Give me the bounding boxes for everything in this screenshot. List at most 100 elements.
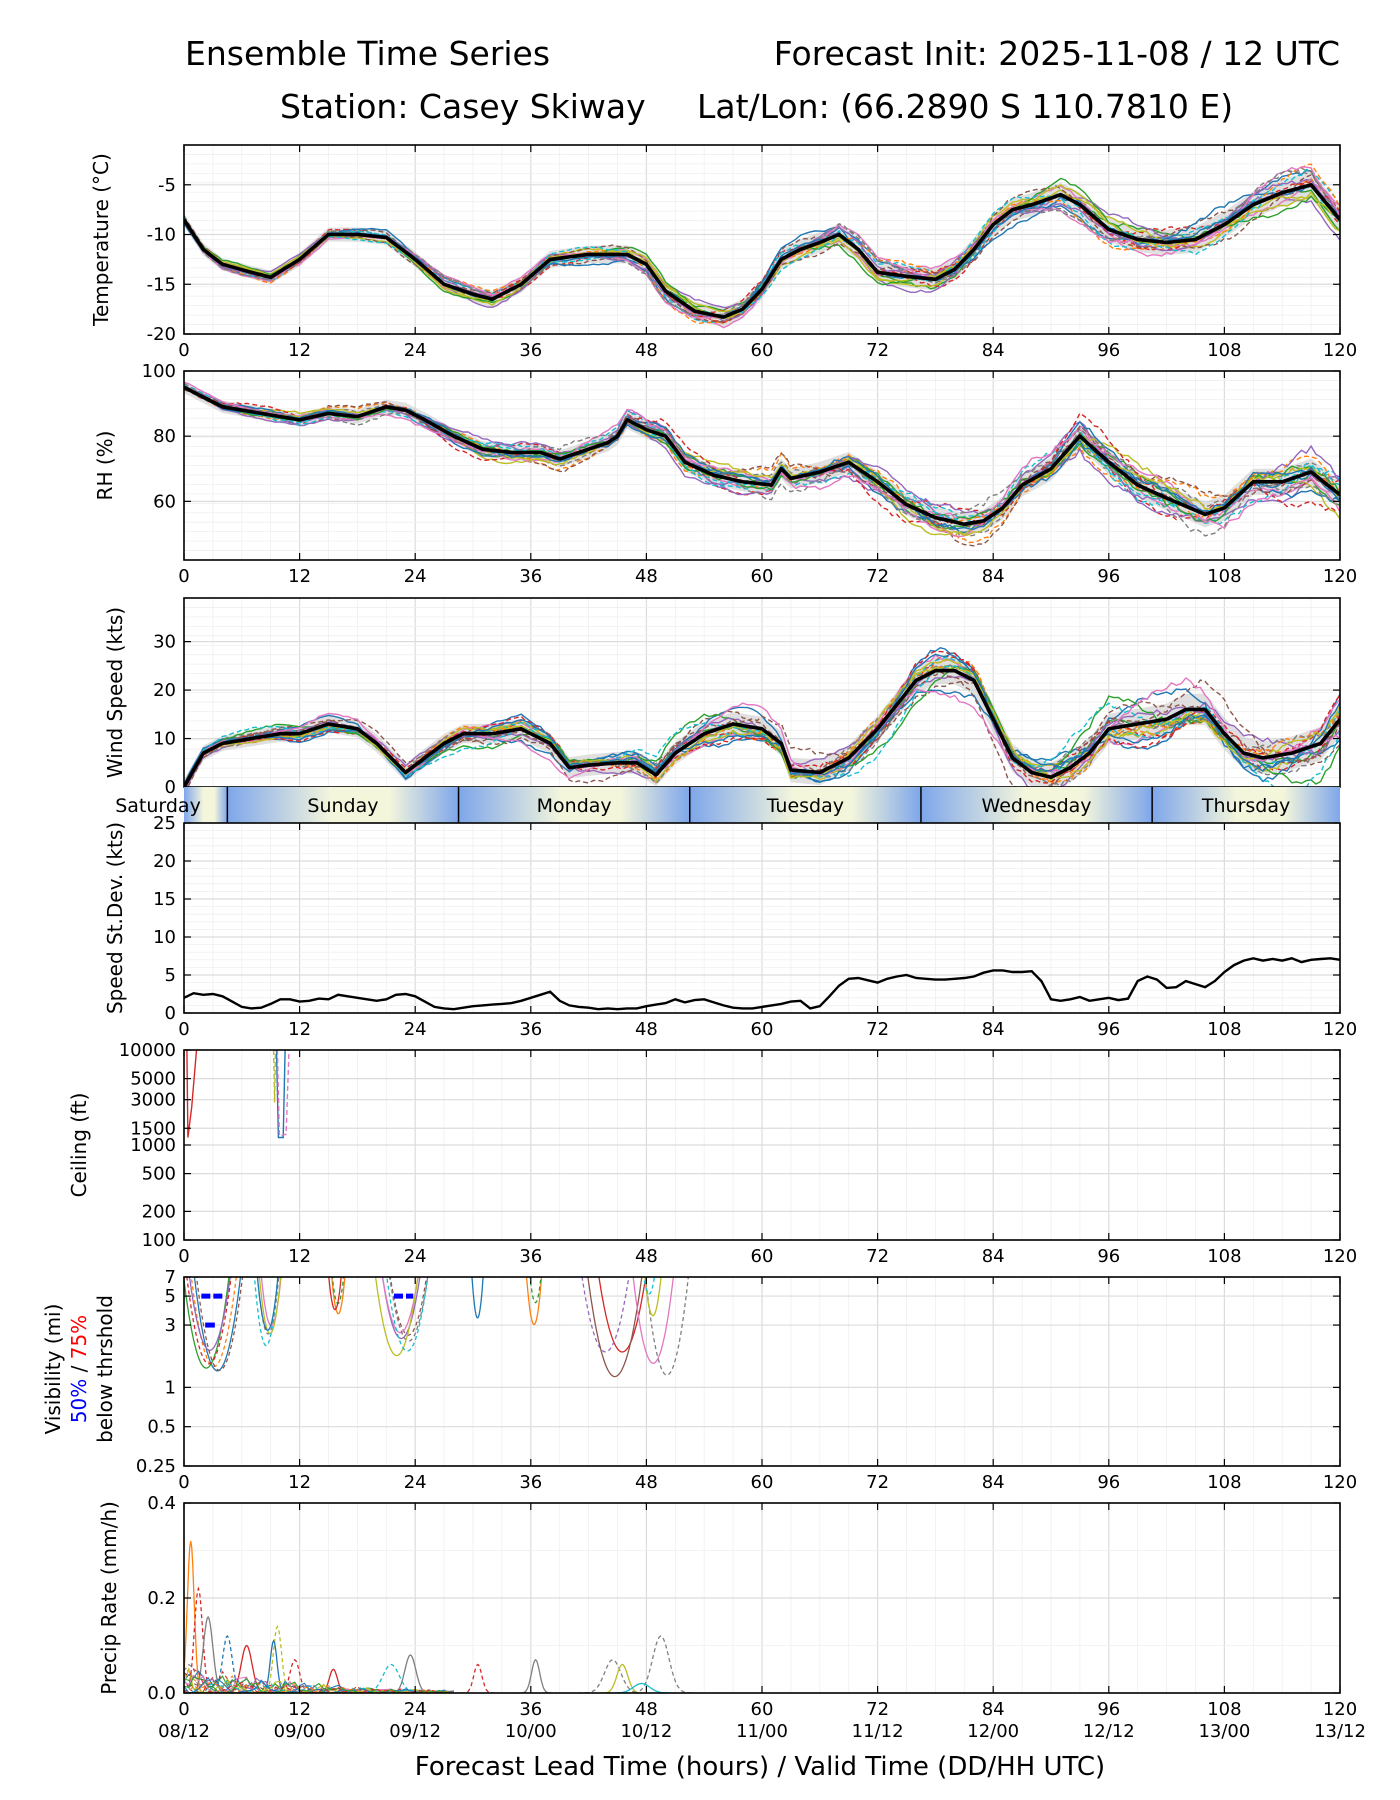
visibility-xtick-label: 24 (404, 1472, 427, 1493)
visibility-xtick-label: 96 (1097, 1472, 1120, 1493)
precip-member-line (460, 1663, 495, 1693)
day-label: Wednesday (982, 795, 1092, 817)
precip-valid-time-label: 13/00 (1198, 1721, 1250, 1742)
precip-xtick-label: 120 (1323, 1699, 1357, 1720)
stdev-xtick-label: 24 (404, 1019, 427, 1040)
precip-member-line (184, 1676, 454, 1693)
rh-xtick-label: 96 (1097, 566, 1120, 587)
day-segment (184, 787, 228, 823)
temperature-ytick-label: -15 (147, 274, 176, 295)
rh-xtick-label: 120 (1323, 566, 1357, 587)
wind-mean-line (184, 668, 1340, 787)
stdev-xtick-label: 108 (1207, 1019, 1241, 1040)
rh-ylabel: RH (%) (93, 431, 117, 501)
stdev-ytick-label: 5 (165, 965, 176, 986)
visibility-member-line (381, 1277, 421, 1340)
stdev-xtick-label: 12 (288, 1019, 311, 1040)
visibility-ytick-label: 5 (165, 1286, 176, 1307)
stdev-xtick-label: 0 (178, 1019, 189, 1040)
day-segment (458, 787, 690, 823)
ceiling-member-line (186, 1050, 198, 1138)
rh-mean-line (184, 385, 1340, 526)
precip-valid-time-label: 09/00 (274, 1721, 326, 1742)
rh-ytick-label: 100 (142, 361, 176, 382)
stdev-xtick-label: 120 (1323, 1019, 1357, 1040)
ceiling-member-line (272, 1050, 277, 1103)
wind-spread-band (184, 657, 1340, 787)
ceiling-ytick-label: 3000 (130, 1090, 176, 1111)
rh-series (184, 381, 1340, 547)
temperature-xtick-label: 36 (519, 340, 542, 361)
temperature-series (184, 163, 1340, 329)
wind-member-line (184, 676, 1340, 787)
visibility-member-line (386, 1277, 429, 1352)
day-segment (227, 787, 459, 823)
ceiling-xtick-label: 12 (288, 1246, 311, 1267)
visibility-member-line (471, 1277, 484, 1319)
ceiling-ytick-label: 10000 (119, 1040, 176, 1061)
temperature-panel: -20 -15 -10 -5 0 12 24 36 48 60 72 84 96 108 120 Temper… (89, 144, 1357, 361)
precip-panel: 0.0 0.2 0.4 0 12 24 36 48 60 72 84 96 108 120 08/12 09/… (97, 1493, 1366, 1742)
day-segment (689, 787, 921, 823)
stdev-xtick-label: 72 (866, 1019, 889, 1040)
temperature-xtick-label: 24 (404, 340, 427, 361)
precip-xtick-label: 12 (288, 1699, 311, 1720)
precip-xtick-label: 96 (1097, 1699, 1120, 1720)
ceiling-member-line (275, 1050, 286, 1139)
visibility-label-threshold: below thrshold (93, 1295, 117, 1443)
visibility-ytick-label: 3 (165, 1315, 176, 1336)
stdev-xtick-label: 96 (1097, 1019, 1120, 1040)
wind-ytick-label: 30 (153, 632, 176, 653)
stdev-ytick-label: 20 (153, 851, 176, 872)
ceiling-ytick-label: 500 (142, 1164, 176, 1185)
precip-xtick-label: 72 (866, 1699, 889, 1720)
visibility-ytick-label: 1 (165, 1377, 176, 1398)
temperature-member-line (184, 167, 1340, 317)
ceiling-ytick-label: 5000 (130, 1069, 176, 1090)
visibility-label-50: 50% (67, 1379, 91, 1423)
ceiling-xtick-label: 24 (404, 1246, 427, 1267)
lat-lon: Lat/Lon: (66.2890 S 110.7810 E) (697, 87, 1233, 126)
rh-member-line (184, 381, 1340, 538)
precip-valid-time-label: 11/12 (852, 1721, 904, 1742)
day-label: Sunday (307, 795, 378, 817)
temperature-xtick-label: 72 (866, 340, 889, 361)
visibility-member-line (632, 1277, 675, 1364)
visibility-member-line (644, 1277, 689, 1376)
wind-member-line (184, 664, 1340, 786)
title-left: Ensemble Time Series (185, 34, 550, 73)
precip-xtick-label: 108 (1207, 1699, 1241, 1720)
rh-member-line (184, 387, 1340, 523)
ceiling-member-line (276, 1050, 290, 1137)
wind-panel: 0 10 20 30 Wind Speed (kts) (103, 597, 1341, 798)
visibility-member-line (598, 1277, 647, 1353)
stdev-xtick-label: 36 (519, 1019, 542, 1040)
visibility-series (184, 1277, 689, 1378)
precip-valid-time-label: 09/12 (389, 1721, 441, 1742)
wind-member-line (186, 670, 1340, 787)
rh-xtick-label: 12 (288, 566, 311, 587)
stdev-panel: 0 5 10 15 20 25 0 12 24 36 48 60 72 84 96 108 120 Speed S… (103, 813, 1357, 1040)
precip-xtick-label: 0 (178, 1699, 189, 1720)
x-axis-label: Forecast Lead Time (hours) / Valid Time … (415, 1752, 1105, 1782)
temperature-xtick-label: 0 (178, 340, 189, 361)
temperature-mean-line (184, 183, 1340, 319)
ceiling-xtick-label: 60 (751, 1246, 774, 1267)
precip-xtick-label: 60 (751, 1699, 774, 1720)
visibility-xtick-label: 12 (288, 1472, 311, 1493)
rh-xtick-label: 84 (982, 566, 1005, 587)
temperature-xtick-label: 84 (982, 340, 1005, 361)
visibility-xtick-label: 120 (1323, 1472, 1357, 1493)
precip-member-line (184, 1667, 454, 1693)
precip-valid-time-label: 08/12 (158, 1721, 210, 1742)
visibility-member-line (581, 1277, 630, 1353)
visibility-ytick-label: 7 (165, 1267, 176, 1288)
visibility-ylabel: Visibility (mi) 50% / 75% below thrshold (41, 1295, 117, 1443)
station-name: Station: Casey Skiway (280, 87, 646, 126)
precip-ytick-label: 0.4 (147, 1493, 176, 1514)
wind-ylabel: Wind Speed (kts) (103, 607, 127, 778)
day-segment (1152, 787, 1340, 823)
rh-xtick-label: 36 (519, 566, 542, 587)
visibility-member-line (643, 1277, 656, 1295)
